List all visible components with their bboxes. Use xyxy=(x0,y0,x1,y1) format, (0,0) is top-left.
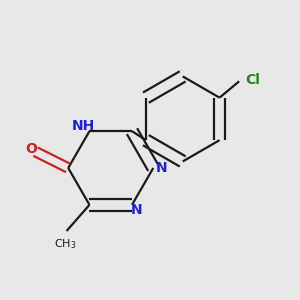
Text: NH: NH xyxy=(71,119,94,133)
Text: N: N xyxy=(156,161,167,175)
Text: Cl: Cl xyxy=(245,73,260,87)
Text: N: N xyxy=(131,203,143,217)
Text: CH$_3$: CH$_3$ xyxy=(54,237,76,251)
Text: O: O xyxy=(26,142,38,156)
